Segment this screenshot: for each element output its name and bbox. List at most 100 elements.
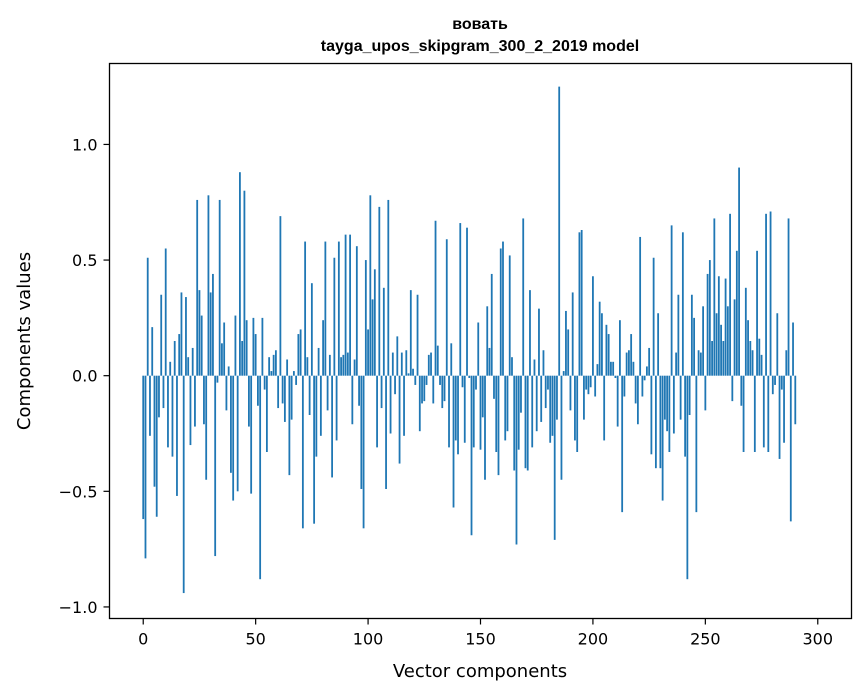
bar [738, 167, 740, 376]
bar [189, 375, 192, 446]
bar [245, 320, 248, 376]
bar [672, 375, 675, 434]
y-axis-ticks: −1.0 −0.5 0.0 0.5 1.0 [59, 135, 110, 617]
bar [679, 375, 682, 420]
bar [355, 246, 358, 376]
y-tick-label: 0.5 [72, 251, 97, 270]
bar [619, 320, 621, 376]
y-tick-label: −0.5 [59, 482, 98, 501]
bar [445, 239, 448, 376]
bar [173, 341, 176, 376]
bar [643, 375, 646, 381]
bar [400, 352, 403, 376]
bar [787, 218, 790, 376]
bar [283, 375, 286, 422]
bar [230, 375, 232, 473]
bar [522, 218, 525, 376]
bar [328, 354, 331, 376]
bar [376, 375, 378, 448]
bar [279, 216, 282, 376]
y-tick-label: 0.0 [72, 367, 97, 386]
bar [324, 241, 327, 376]
bar [576, 375, 579, 452]
bar [789, 375, 792, 522]
bar [421, 375, 423, 404]
x-axis-label: Vector components [393, 661, 567, 682]
bar [178, 334, 181, 376]
bar [508, 255, 511, 376]
bar [481, 375, 484, 418]
bar [607, 334, 610, 376]
bar [450, 343, 453, 376]
bar [364, 260, 367, 376]
bar [639, 236, 642, 376]
bar [774, 375, 776, 385]
bar [441, 375, 444, 409]
bar [472, 375, 475, 448]
bar [274, 350, 277, 376]
bar [248, 375, 250, 427]
bar [430, 352, 432, 376]
bar [418, 375, 421, 432]
bar [151, 327, 154, 376]
bar [574, 375, 576, 441]
bar [461, 375, 464, 388]
x-tick-label: 0 [138, 630, 148, 649]
bar [142, 375, 145, 520]
bar [315, 375, 318, 457]
x-tick-label: 200 [578, 630, 609, 649]
bar [511, 357, 513, 376]
bar [358, 375, 360, 406]
bar [416, 294, 419, 376]
bar [621, 375, 624, 513]
bar [164, 248, 167, 376]
bar [160, 294, 163, 376]
bar [580, 230, 583, 376]
bar [704, 375, 707, 411]
bar [670, 225, 673, 376]
bar [792, 322, 794, 376]
plot-frame [108, 62, 853, 620]
bar [756, 250, 758, 376]
bar [540, 375, 543, 422]
x-tick-label: 100 [353, 630, 384, 649]
chart-title: вовать [452, 16, 508, 33]
bar [144, 375, 147, 559]
bar [277, 375, 280, 409]
bar [542, 350, 545, 376]
bar [367, 329, 369, 376]
bar [387, 199, 390, 376]
bar [470, 375, 473, 536]
bar [310, 283, 313, 376]
bar [286, 359, 289, 376]
bar [785, 350, 788, 376]
bar [747, 320, 749, 376]
bar [194, 375, 196, 427]
bar [243, 190, 246, 376]
bar [630, 334, 633, 376]
bar [735, 250, 738, 376]
bar [769, 211, 772, 376]
bar [427, 354, 430, 376]
bar [351, 375, 354, 425]
bar [558, 86, 561, 376]
bar [412, 368, 414, 376]
bar [623, 375, 626, 397]
bar [758, 338, 761, 376]
bar [425, 375, 428, 385]
bar [713, 218, 716, 376]
bar [780, 375, 783, 390]
bar [403, 375, 405, 436]
bar [391, 352, 394, 376]
bar [553, 375, 556, 540]
bar [765, 213, 767, 376]
bar [699, 352, 702, 376]
bar [661, 375, 664, 501]
bar [634, 375, 637, 404]
bar [322, 320, 325, 376]
bar [265, 375, 268, 452]
bar [589, 375, 592, 388]
bar [571, 292, 574, 376]
bar [340, 357, 342, 376]
bar [702, 306, 704, 376]
